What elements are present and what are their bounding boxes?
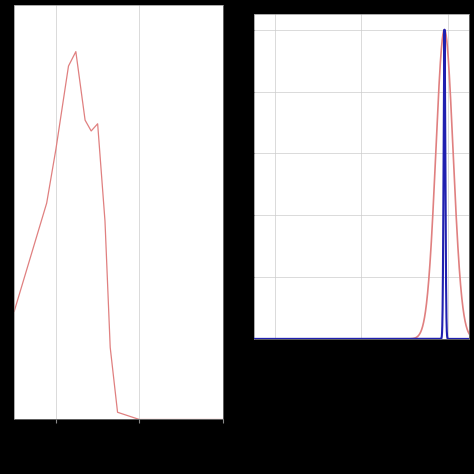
X-axis label: Zeta-potentia: Zeta-potentia [319,363,404,376]
